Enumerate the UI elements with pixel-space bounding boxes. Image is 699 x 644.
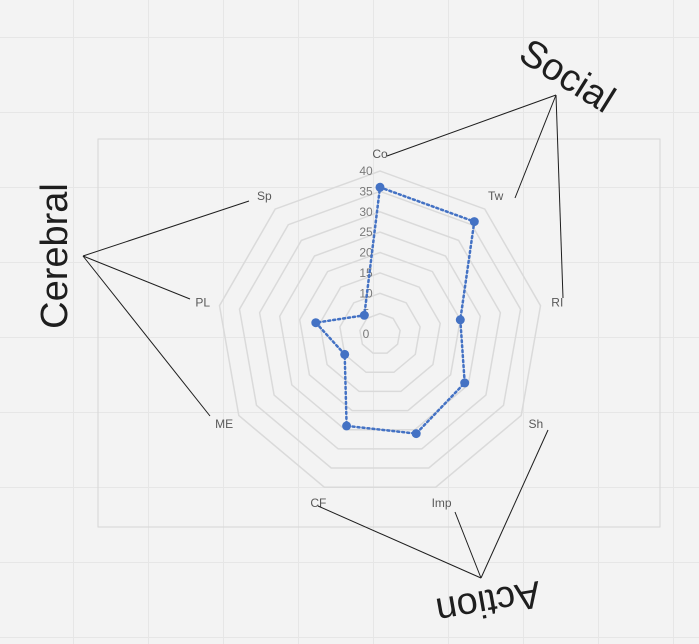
category-label-imp: Imp (432, 496, 452, 510)
data-point-pl (311, 318, 321, 328)
category-label-tw: Tw (488, 189, 504, 203)
grid-ring-30 (258, 211, 502, 450)
grid-ring-25 (278, 231, 482, 431)
data-point-sp (359, 310, 369, 320)
tick-label-0: 0 (363, 327, 370, 341)
grid-ring-15 (319, 272, 441, 393)
category-label-me: ME (215, 417, 233, 431)
social-label: Social (512, 31, 622, 121)
series-layer (311, 182, 479, 439)
series-line (313, 185, 476, 435)
category-label-cf: CF (310, 496, 326, 510)
radar-grid (218, 170, 542, 488)
grid-ring-40 (218, 170, 542, 488)
data-point-co (375, 182, 385, 192)
cerebral-label: Cerebral (34, 183, 76, 329)
category-label-pl: PL (195, 296, 210, 310)
data-point-imp (411, 429, 421, 439)
tick-label-20: 20 (359, 246, 373, 260)
plot-area-frame (97, 138, 661, 528)
data-point-ri (455, 315, 465, 325)
category-label-sp: Sp (257, 189, 272, 203)
tick-label-25: 25 (359, 225, 373, 239)
annotation-layer: Social Cerebral Action (34, 31, 622, 632)
social-bracket (386, 94, 564, 299)
grid-ring-5 (359, 312, 401, 354)
grid-ring-35 (238, 190, 522, 469)
radial-tick-labels: 0510152025303540 (359, 164, 373, 341)
cerebral-bracket (82, 200, 250, 417)
category-label-ri: RI (551, 296, 563, 310)
tick-label-40: 40 (359, 164, 373, 178)
action-label: Action (433, 572, 544, 632)
action-bracket (317, 429, 549, 579)
data-point-sh (460, 378, 470, 388)
category-labels: Co Tw RI Sh Imp CF ME PL Sp (195, 147, 563, 510)
category-label-sh: Sh (529, 417, 544, 431)
tick-label-30: 30 (359, 205, 373, 219)
category-label-co: Co (372, 147, 388, 161)
data-point-me (340, 349, 350, 359)
grid-ring-20 (298, 251, 462, 412)
tick-label-10: 10 (359, 286, 373, 300)
tick-label-35: 35 (359, 184, 373, 198)
grid-ring-10 (339, 292, 421, 374)
data-point-tw (469, 217, 479, 227)
data-point-cf (342, 421, 352, 431)
